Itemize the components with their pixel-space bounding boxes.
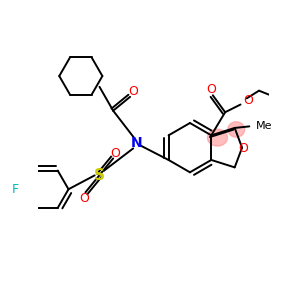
Text: F: F bbox=[12, 183, 19, 196]
Text: O: O bbox=[243, 94, 253, 107]
Text: Me: Me bbox=[256, 122, 273, 131]
Text: O: O bbox=[128, 85, 138, 98]
Text: O: O bbox=[79, 192, 89, 205]
Text: S: S bbox=[94, 168, 105, 183]
Text: O: O bbox=[238, 142, 248, 155]
Ellipse shape bbox=[207, 129, 227, 146]
Text: O: O bbox=[206, 82, 216, 96]
Text: N: N bbox=[130, 136, 142, 150]
Text: O: O bbox=[110, 146, 120, 160]
Ellipse shape bbox=[228, 122, 245, 137]
